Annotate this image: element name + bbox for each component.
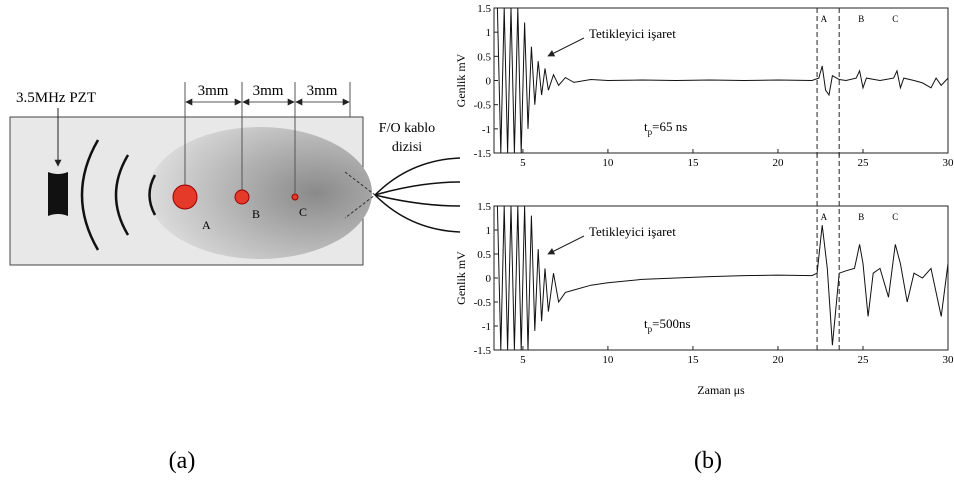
y-tick-label: -0.5 — [474, 100, 492, 112]
defect — [235, 190, 249, 204]
y-axis-label: Genlik mV — [454, 251, 468, 305]
x-tick-label: 30 — [943, 354, 954, 366]
y-tick-label: 1.5 — [477, 3, 491, 15]
point-label: C — [299, 205, 307, 219]
plot-frame — [494, 206, 948, 350]
annotation-arrow — [548, 236, 584, 254]
y-tick-label: -0.5 — [474, 297, 492, 309]
point-label: C — [892, 14, 898, 24]
pulse-text: =65 ns — [652, 119, 687, 134]
point-label: C — [892, 212, 898, 222]
cable-label: F/O kablo — [379, 121, 435, 136]
x-tick-label: 25 — [857, 354, 869, 366]
annotation: Tetikleyici işaret — [589, 26, 676, 41]
x-tick-label: 30 — [943, 157, 954, 169]
y-tick-label: 0.5 — [477, 249, 491, 261]
y-tick-label: -1 — [482, 124, 491, 136]
x-tick-label: 15 — [687, 354, 699, 366]
pulse-label: tp=500ns — [644, 316, 691, 334]
source-label: 3.5MHz PZT — [16, 90, 96, 106]
spacing: 3mm — [307, 83, 338, 99]
caption: (b) — [694, 448, 722, 474]
y-tick-label: 1 — [486, 27, 492, 39]
annotation: Tetikleyici işaret — [589, 224, 676, 239]
x-tick-label: 20 — [772, 354, 784, 366]
cable-label: dizisi — [392, 140, 422, 155]
chart: -1.5 -1 -0.5 0 0.5 1 1.5 5 10 15 20 25 30 A B C Genlik m… — [454, 3, 954, 169]
y-tick-label: -1.5 — [474, 345, 492, 357]
diagram: 3.5MHz PZT 3mm 3mm 3mm A B C F/O kablo d… — [10, 82, 460, 265]
x-tick-label: 5 — [520, 157, 526, 169]
spacing: 3mm — [198, 83, 229, 99]
x-tick-label: 25 — [857, 157, 869, 169]
y-tick-label: 1 — [486, 225, 492, 237]
y-tick-label: 0 — [486, 273, 492, 285]
pulse-label: tp=65 ns — [644, 119, 687, 137]
y-tick-label: -1.5 — [474, 148, 492, 160]
y-tick-label: 1.5 — [477, 201, 491, 213]
point-label: A — [821, 212, 828, 222]
fibers — [375, 158, 460, 232]
defect — [292, 194, 298, 200]
point-label: B — [252, 207, 260, 221]
x-tick-label: 10 — [602, 354, 614, 366]
y-tick-label: -1 — [482, 321, 491, 333]
signal — [497, 8, 948, 153]
signal — [497, 206, 948, 350]
x-axis-label: Zaman μs — [697, 383, 745, 397]
point-label: B — [858, 212, 864, 222]
x-tick-label: 10 — [602, 157, 614, 169]
y-tick-label: 0 — [486, 76, 492, 88]
x-tick-label: 20 — [772, 157, 784, 169]
defect — [173, 185, 197, 209]
point-label: B — [858, 14, 864, 24]
y-tick-label: 0.5 — [477, 51, 491, 63]
pzt — [48, 172, 68, 216]
spacing: 3mm — [253, 83, 284, 99]
caption: (a) — [169, 448, 196, 474]
chart: -1.5 -1 -0.5 0 0.5 1 1.5 5 10 15 20 25 30 A B C Genlik m… — [454, 153, 954, 397]
point-label: A — [821, 14, 828, 24]
x-tick-label: 5 — [520, 354, 526, 366]
annotation-arrow — [548, 38, 584, 56]
point-label: A — [202, 218, 211, 232]
y-axis-label: Genlik mV — [454, 53, 468, 107]
pulse-text: =500ns — [652, 316, 690, 331]
x-tick-label: 15 — [687, 157, 699, 169]
